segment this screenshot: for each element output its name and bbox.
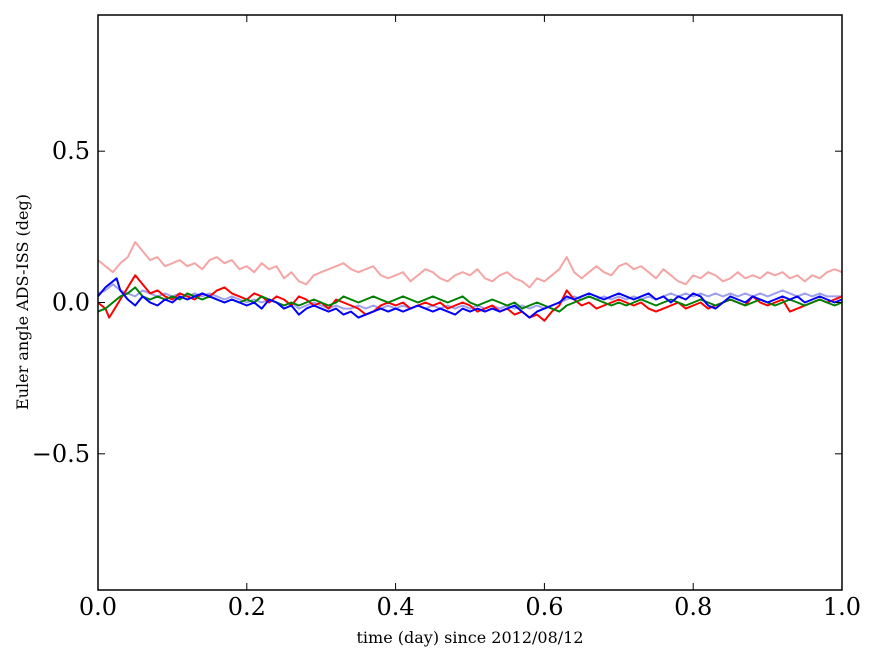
y-axis-label: Euler angle ADS-ISS (deg) [13, 194, 32, 410]
x-tick-label-5: 1.0 [823, 593, 861, 621]
series-line-5 [97, 277, 843, 319]
x-tick-label-1: 0.2 [228, 593, 266, 621]
series-layer [97, 241, 843, 322]
x-tick-label-0: 0.0 [79, 593, 117, 621]
x-tick-label-2: 0.4 [377, 593, 415, 621]
series-line-2 [97, 283, 842, 310]
series-line-1 [97, 241, 843, 289]
y-tick-label-2: 0.5 [52, 137, 90, 165]
y-tick-label-1: 0.0 [52, 289, 90, 317]
x-tick-label-4: 0.8 [674, 593, 712, 621]
ticks-layer: 0.0 0.2 0.4 0.6 0.8 1.0 −0.5 0.0 0.5 [32, 15, 861, 621]
y-tick-label-0: −0.5 [32, 440, 90, 468]
x-tick-label-3: 0.6 [525, 593, 563, 621]
x-axis-label: time (day) since 2012/08/12 [356, 628, 583, 647]
